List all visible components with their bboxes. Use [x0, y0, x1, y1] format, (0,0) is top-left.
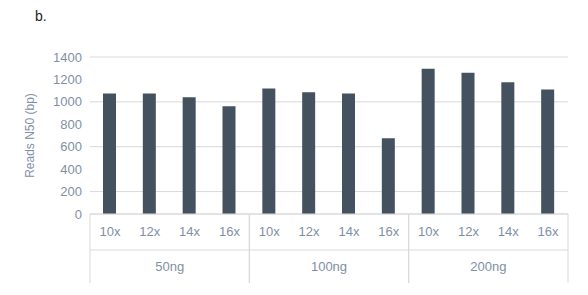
svg-text:1000: 1000 [53, 94, 82, 109]
svg-text:Reads N50 (bp): Reads N50 (bp) [23, 93, 37, 178]
svg-text:10x: 10x [418, 224, 439, 239]
svg-text:14x: 14x [179, 224, 200, 239]
svg-text:1200: 1200 [53, 72, 82, 87]
svg-text:16x: 16x [538, 224, 559, 239]
svg-text:400: 400 [60, 162, 82, 177]
svg-text:12x: 12x [299, 224, 320, 239]
svg-text:800: 800 [60, 117, 82, 132]
svg-text:100ng: 100ng [311, 259, 347, 274]
svg-text:12x: 12x [139, 224, 160, 239]
html-text:b.: b. [35, 8, 47, 24]
svg-text:14x: 14x [498, 224, 519, 239]
svg-text:1400: 1400 [53, 50, 82, 65]
svg-text:16x: 16x [219, 224, 240, 239]
svg-text:14x: 14x [338, 224, 359, 239]
svg-text:0: 0 [75, 207, 82, 222]
svg-text:50ng: 50ng [155, 259, 184, 274]
svg-text:200: 200 [60, 184, 82, 199]
svg-text:16x: 16x [378, 224, 399, 239]
svg-text:10x: 10x [259, 224, 280, 239]
svg-text:12x: 12x [458, 224, 479, 239]
svg-text:200ng: 200ng [470, 259, 506, 274]
svg-text:10x: 10x [99, 224, 120, 239]
svg-text:600: 600 [60, 139, 82, 154]
